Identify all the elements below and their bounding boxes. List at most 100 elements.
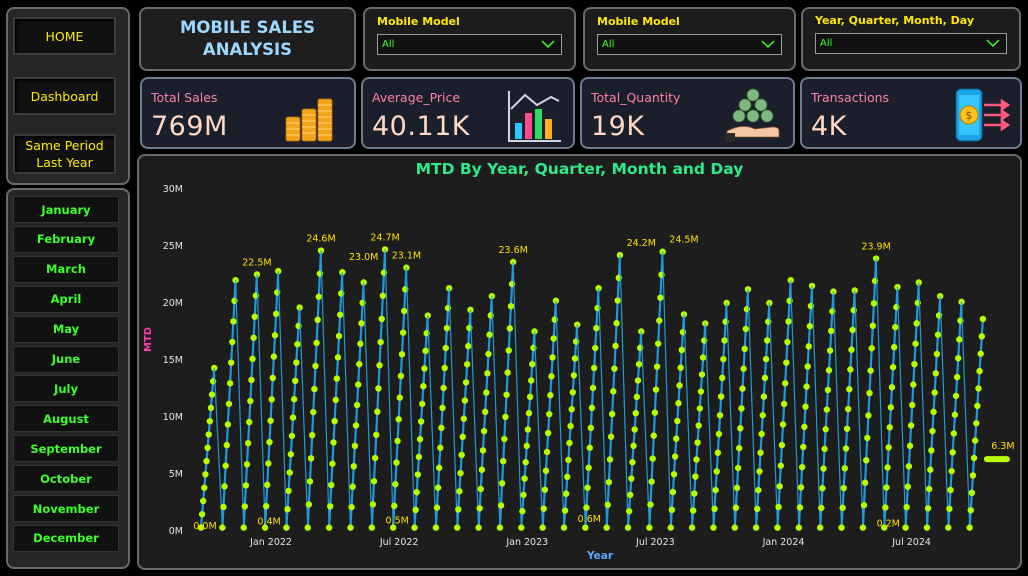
month-item-june[interactable]: June [13, 345, 119, 373]
slicer-label: Year, Quarter, Month, Day [815, 14, 975, 27]
data-point [839, 504, 846, 512]
data-point [884, 464, 891, 471]
data-point [268, 396, 275, 403]
data-point [486, 331, 493, 338]
data-point [527, 377, 535, 384]
data-point [336, 311, 344, 318]
data-point [932, 370, 939, 377]
data-point [735, 444, 743, 452]
svg-text:$: $ [966, 109, 973, 122]
data-point [484, 370, 491, 377]
month-item-april[interactable]: April [13, 285, 119, 313]
data-point [206, 417, 214, 425]
data-point [476, 505, 483, 512]
data-point [288, 432, 296, 440]
month-item-july[interactable]: July [13, 375, 119, 403]
data-point [542, 467, 550, 475]
data-point [634, 377, 642, 384]
month-item-october[interactable]: October [13, 465, 119, 493]
data-point [307, 455, 315, 462]
data-point [375, 385, 382, 392]
data-point [882, 504, 889, 511]
month-item-march[interactable]: March [13, 255, 119, 283]
data-point [360, 279, 367, 286]
data-point [904, 483, 912, 490]
series-connector [384, 249, 394, 528]
same-period-last-year-button[interactable]: Same Period Last Year [13, 134, 116, 174]
data-point [443, 324, 451, 332]
chevron-down-icon [986, 39, 1000, 48]
data-point [269, 374, 276, 382]
data-point [699, 354, 707, 361]
month-item-september[interactable]: September [13, 435, 119, 463]
data-point [673, 435, 680, 442]
data-point [592, 344, 599, 352]
data-point [424, 312, 431, 319]
data-point [589, 384, 597, 392]
data-point [587, 424, 595, 432]
date-hierarchy-dropdown[interactable]: All [815, 33, 1007, 54]
data-point [863, 457, 870, 464]
mtd-line-chart[interactable]: 0M 5M 10M 15M 20M 25M 30M Jan 2022 Jul 2022 Jan 2… [139, 156, 1019, 566]
data-point [475, 524, 482, 531]
data-point [540, 505, 547, 512]
data-label: 24.2M [627, 238, 656, 249]
data-point [503, 391, 510, 398]
data-point [354, 381, 362, 388]
month-item-february[interactable]: February [13, 225, 119, 253]
data-point [967, 506, 974, 514]
data-point [694, 439, 701, 446]
data-point [889, 364, 897, 371]
series-connector [832, 291, 843, 528]
month-item-august[interactable]: August [13, 405, 119, 433]
data-point [656, 317, 663, 324]
data-point [759, 412, 766, 419]
data-label: 24.6M [306, 234, 335, 245]
y-tick-label: 5M [169, 469, 183, 480]
mobile-model-dropdown-1[interactable]: All [377, 34, 562, 55]
data-point [483, 389, 490, 396]
series-connector [704, 323, 715, 528]
dashboard-button[interactable]: Dashboard [13, 77, 116, 115]
data-point [349, 483, 356, 490]
data-point [805, 343, 812, 350]
data-point [574, 321, 581, 328]
data-point [203, 457, 210, 465]
month-item-november[interactable]: November [13, 495, 119, 522]
home-button[interactable]: HOME [13, 17, 116, 55]
data-point [604, 501, 611, 509]
data-point [691, 490, 698, 497]
data-point [497, 502, 505, 509]
data-point [310, 408, 317, 416]
data-point [504, 369, 511, 376]
data-label: 23.9M [861, 242, 890, 253]
data-point [651, 409, 659, 416]
data-point [335, 332, 343, 340]
mobile-model-dropdown-2[interactable]: All [597, 34, 782, 55]
data-label: 0.6M [578, 514, 601, 525]
data-point [715, 430, 723, 438]
data-point [539, 524, 546, 531]
y-tick-label: 15M [163, 355, 183, 366]
data-point [905, 463, 913, 470]
data-point [819, 485, 826, 492]
data-point [313, 339, 320, 347]
data-point [869, 322, 877, 329]
month-item-may[interactable]: May [13, 315, 119, 343]
kpi-transactions: Transactions 4K $ [800, 77, 1022, 149]
data-point [975, 385, 982, 392]
data-point [586, 444, 593, 451]
data-point [543, 448, 551, 456]
data-point [627, 491, 634, 499]
mtd-chart-panel: MTD By Year, Quarter, Month and Day MTD … [137, 154, 1022, 570]
data-point [929, 427, 936, 435]
data-point [358, 320, 365, 327]
data-point [506, 325, 514, 332]
data-point [246, 418, 253, 426]
y-tick-label: 20M [163, 298, 183, 309]
month-item-december[interactable]: December [13, 524, 119, 552]
phone-payment-icon: $ [955, 88, 1010, 142]
month-item-january[interactable]: January [13, 196, 119, 223]
data-point [518, 524, 525, 531]
data-point [802, 403, 809, 410]
